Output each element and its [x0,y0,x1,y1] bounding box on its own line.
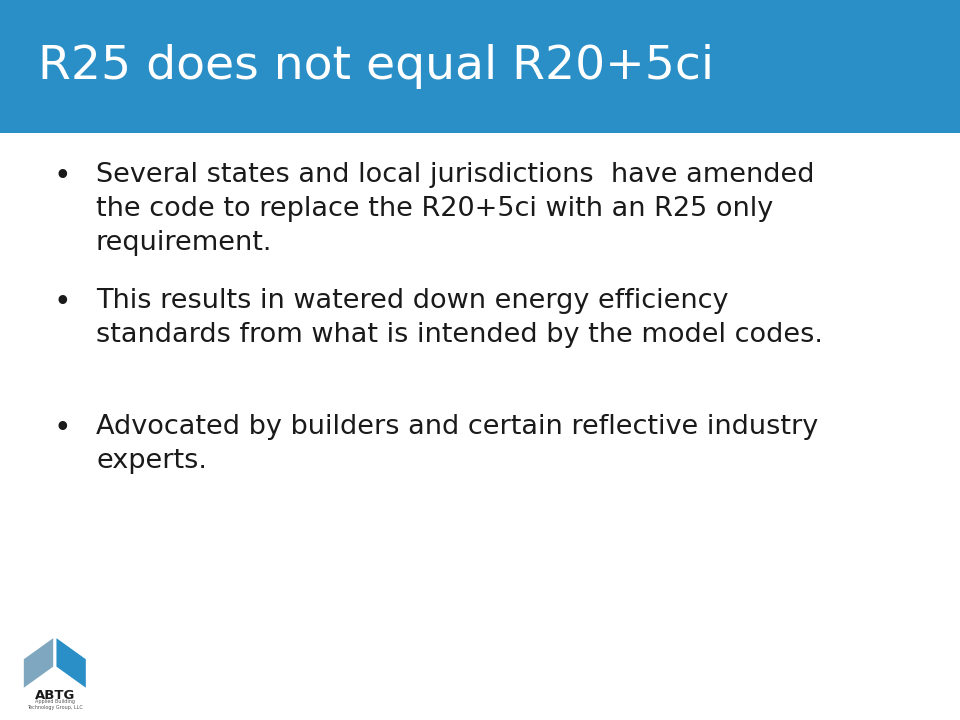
Text: Advocated by builders and certain reflective industry
experts.: Advocated by builders and certain reflec… [96,414,818,474]
FancyBboxPatch shape [0,0,960,133]
Polygon shape [24,638,53,688]
Text: •: • [54,162,71,191]
Text: Several states and local jurisdictions  have amended
the code to replace the R20: Several states and local jurisdictions h… [96,162,814,256]
Text: ABTG: ABTG [35,690,75,703]
Text: Applied Building
Technology Group, LLC: Applied Building Technology Group, LLC [27,699,83,711]
Text: •: • [54,288,71,317]
Text: This results in watered down energy efficiency
standards from what is intended b: This results in watered down energy effi… [96,288,823,348]
Text: R25 does not equal R20+5ci: R25 does not equal R20+5ci [38,44,714,89]
Text: •: • [54,414,71,443]
Polygon shape [57,638,85,688]
